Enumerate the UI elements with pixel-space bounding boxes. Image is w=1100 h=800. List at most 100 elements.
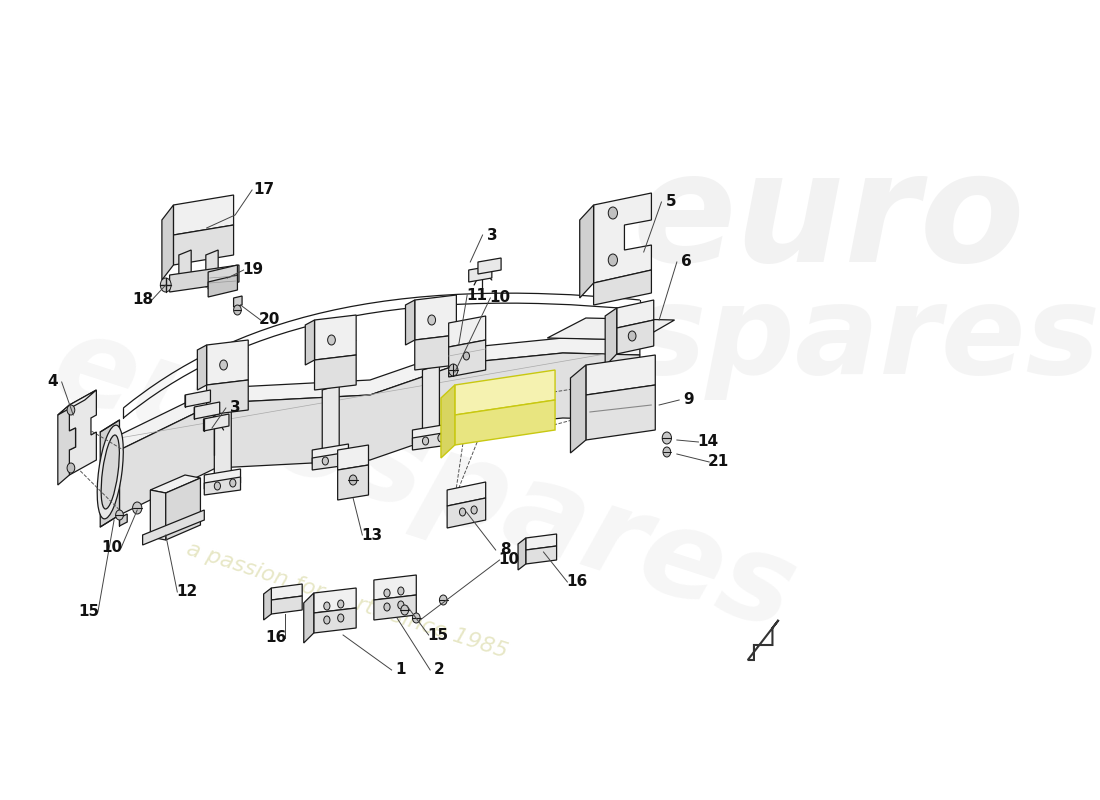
Text: 11: 11	[466, 287, 487, 302]
Text: 16: 16	[265, 630, 287, 646]
Polygon shape	[548, 318, 674, 340]
Text: 6: 6	[681, 254, 692, 270]
Polygon shape	[748, 620, 779, 660]
Polygon shape	[412, 432, 449, 450]
Polygon shape	[206, 250, 218, 287]
Polygon shape	[207, 380, 249, 415]
Text: 9: 9	[683, 393, 694, 407]
Polygon shape	[412, 424, 449, 444]
Polygon shape	[166, 478, 200, 540]
Polygon shape	[143, 510, 205, 545]
Circle shape	[338, 454, 344, 462]
Polygon shape	[272, 584, 302, 600]
Text: a passion for parts since 1985: a passion for parts since 1985	[184, 538, 510, 662]
Text: 15: 15	[427, 627, 449, 642]
Polygon shape	[314, 608, 356, 633]
Polygon shape	[151, 490, 166, 540]
Text: 20: 20	[260, 313, 280, 327]
Polygon shape	[594, 270, 651, 305]
Polygon shape	[594, 193, 651, 283]
Text: 15: 15	[78, 605, 99, 619]
Polygon shape	[447, 498, 486, 528]
Polygon shape	[580, 205, 594, 298]
Circle shape	[662, 432, 671, 444]
Polygon shape	[469, 266, 492, 282]
Text: 17: 17	[253, 182, 274, 198]
Circle shape	[220, 360, 228, 370]
Polygon shape	[169, 265, 239, 292]
Circle shape	[133, 502, 142, 514]
Text: 10: 10	[101, 541, 122, 555]
Circle shape	[449, 364, 458, 376]
Polygon shape	[374, 575, 416, 600]
Text: 13: 13	[361, 527, 382, 542]
Polygon shape	[312, 444, 349, 464]
Polygon shape	[449, 340, 486, 377]
Text: 5: 5	[666, 194, 676, 210]
Circle shape	[663, 447, 671, 457]
Polygon shape	[454, 370, 556, 415]
Polygon shape	[58, 405, 76, 485]
Text: euro: euro	[632, 146, 1025, 294]
Circle shape	[422, 437, 429, 445]
Polygon shape	[205, 477, 241, 495]
Polygon shape	[586, 385, 656, 440]
Polygon shape	[526, 534, 557, 550]
Polygon shape	[406, 300, 415, 345]
Circle shape	[349, 475, 356, 485]
Text: 3: 3	[486, 227, 497, 242]
Polygon shape	[478, 258, 502, 274]
Circle shape	[400, 605, 408, 615]
Polygon shape	[207, 340, 249, 385]
Text: spares: spares	[632, 279, 1100, 401]
Circle shape	[460, 508, 465, 516]
Polygon shape	[151, 475, 200, 493]
Polygon shape	[264, 588, 272, 620]
Polygon shape	[338, 445, 368, 470]
Circle shape	[67, 463, 75, 473]
Polygon shape	[58, 390, 97, 415]
Polygon shape	[586, 355, 656, 395]
Text: 14: 14	[697, 434, 718, 450]
Polygon shape	[518, 538, 526, 570]
Polygon shape	[304, 593, 313, 643]
Text: 10: 10	[490, 290, 510, 306]
Polygon shape	[617, 320, 653, 354]
Polygon shape	[338, 465, 368, 500]
Polygon shape	[322, 385, 339, 455]
Circle shape	[230, 479, 235, 487]
Polygon shape	[526, 546, 557, 564]
Polygon shape	[100, 420, 120, 527]
Text: 19: 19	[242, 262, 263, 278]
Circle shape	[338, 600, 344, 608]
Circle shape	[322, 457, 329, 465]
Text: 4: 4	[47, 374, 57, 390]
Polygon shape	[306, 320, 315, 365]
Text: 21: 21	[708, 454, 729, 470]
Polygon shape	[449, 316, 486, 347]
Circle shape	[323, 616, 330, 624]
Polygon shape	[315, 315, 356, 360]
Polygon shape	[197, 345, 207, 390]
Circle shape	[608, 254, 617, 266]
Polygon shape	[374, 595, 416, 620]
Polygon shape	[617, 300, 653, 328]
Circle shape	[398, 601, 404, 609]
Circle shape	[67, 405, 75, 415]
Polygon shape	[69, 390, 97, 475]
Circle shape	[628, 331, 636, 341]
Circle shape	[233, 305, 241, 315]
Polygon shape	[174, 195, 233, 235]
Ellipse shape	[97, 425, 123, 519]
Circle shape	[438, 434, 444, 442]
Circle shape	[439, 595, 447, 605]
Polygon shape	[315, 355, 356, 390]
Circle shape	[116, 510, 123, 520]
Polygon shape	[272, 596, 302, 614]
Polygon shape	[205, 469, 241, 489]
Polygon shape	[120, 338, 640, 450]
Text: 18: 18	[132, 293, 153, 307]
Circle shape	[398, 587, 404, 595]
Polygon shape	[179, 250, 191, 287]
Circle shape	[428, 315, 436, 325]
